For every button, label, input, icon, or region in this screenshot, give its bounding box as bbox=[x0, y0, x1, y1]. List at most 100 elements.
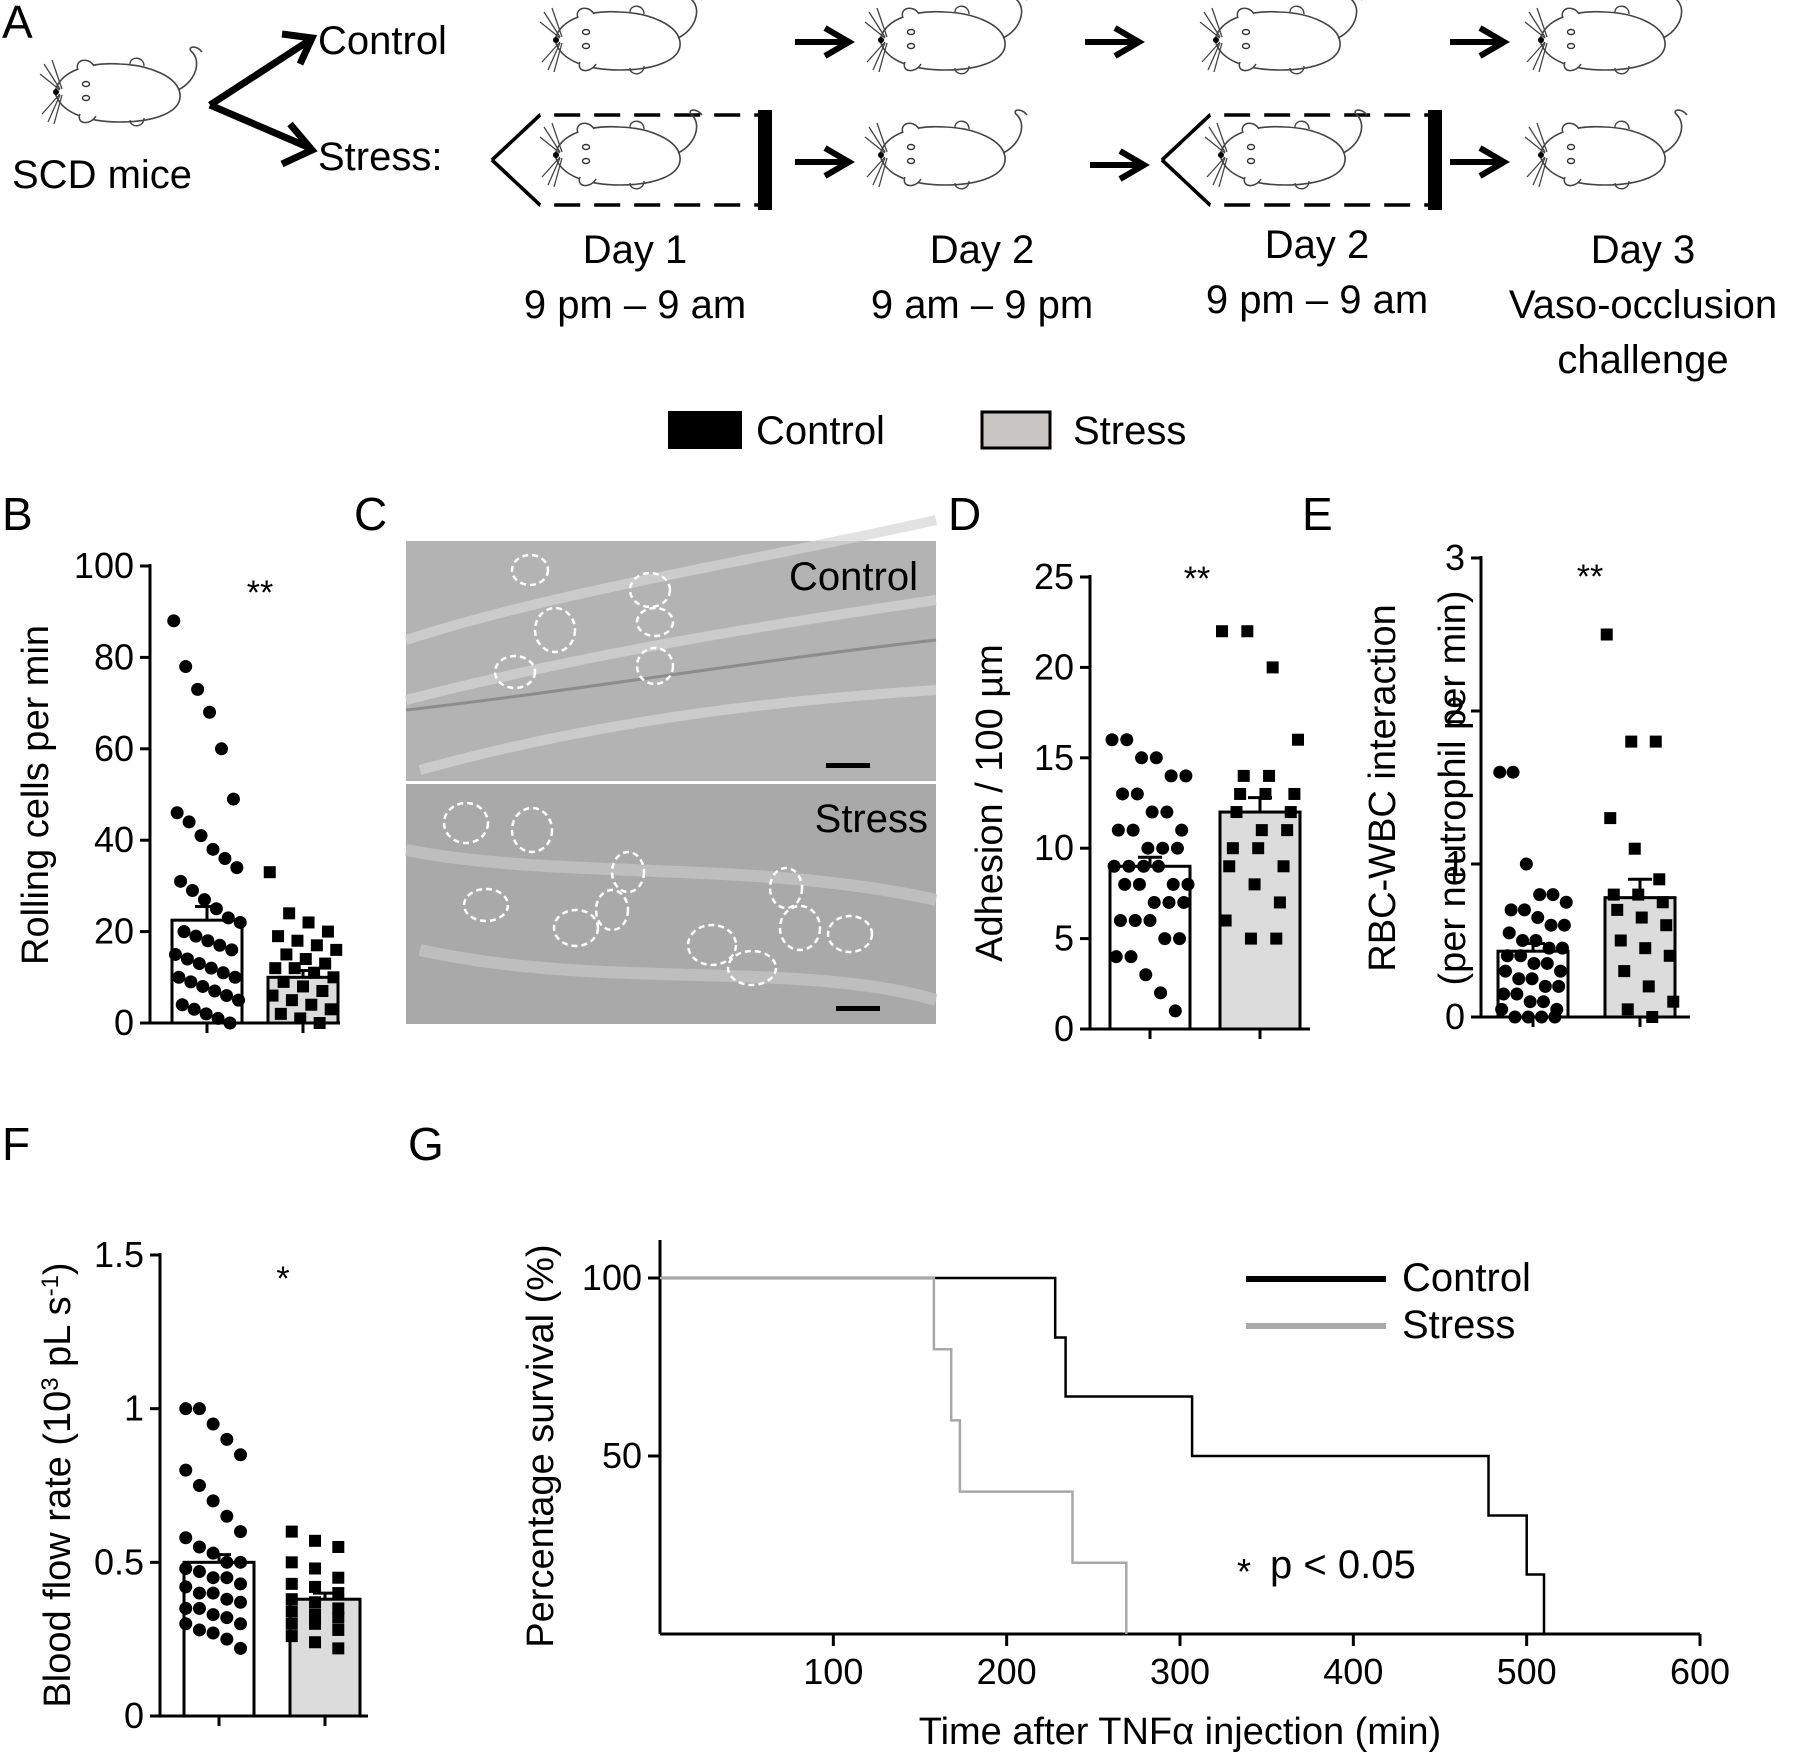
data-point-stress bbox=[1244, 932, 1257, 945]
data-point-control bbox=[206, 1608, 220, 1622]
time-label-day2-night-hours: 9 pm – 9 am bbox=[1206, 278, 1428, 322]
data-point-control bbox=[1177, 895, 1191, 909]
y-tick-label: 0.5 bbox=[94, 1541, 144, 1582]
data-point-control bbox=[192, 1479, 206, 1492]
data-point-stress bbox=[1284, 806, 1297, 819]
data-point-control bbox=[1536, 995, 1550, 1009]
data-point-control bbox=[1118, 877, 1132, 891]
data-point-control bbox=[168, 947, 182, 961]
data-point-control bbox=[1135, 751, 1149, 765]
time-label-day2: Day 2 bbox=[930, 228, 1035, 272]
data-point-control bbox=[206, 1546, 220, 1560]
data-point-stress bbox=[266, 989, 279, 1002]
panel-letter-c: C bbox=[354, 488, 387, 540]
data-point-control bbox=[1145, 805, 1159, 819]
data-point-control bbox=[220, 989, 234, 1003]
time-label-day1: Day 1 bbox=[583, 228, 688, 272]
data-point-stress bbox=[332, 1540, 345, 1553]
legend-label-stress: Stress bbox=[1073, 409, 1186, 453]
data-point-control bbox=[206, 1571, 220, 1585]
y-tick-label: 0 bbox=[1054, 1008, 1074, 1049]
data-point-stress bbox=[1653, 873, 1666, 886]
data-point-control bbox=[1516, 934, 1530, 947]
data-point-control bbox=[1128, 914, 1142, 928]
data-point-control bbox=[1523, 995, 1537, 1009]
data-point-control bbox=[1120, 733, 1134, 747]
significance-marker: ** bbox=[247, 574, 273, 612]
data-point-stress bbox=[291, 934, 304, 947]
y-tick-label: 0 bbox=[114, 1002, 134, 1043]
data-point-stress bbox=[1237, 769, 1250, 782]
time-label-day3: Day 3 bbox=[1591, 228, 1696, 272]
data-point-stress bbox=[285, 1525, 298, 1538]
data-point-stress bbox=[1230, 806, 1243, 819]
data-point-control bbox=[179, 1617, 193, 1631]
data-point-control bbox=[1105, 733, 1119, 747]
y-tick-label: 25 bbox=[1034, 556, 1074, 597]
significance-marker: ** bbox=[1577, 558, 1603, 596]
data-point-control bbox=[216, 966, 230, 980]
data-point-control bbox=[1525, 972, 1539, 986]
data-point-control bbox=[179, 1561, 193, 1575]
data-point-stress bbox=[330, 943, 343, 956]
data-point-control bbox=[225, 943, 239, 957]
data-point-control bbox=[206, 1626, 220, 1640]
data-point-control bbox=[180, 952, 194, 966]
data-point-stress bbox=[1635, 911, 1648, 924]
data-point-control bbox=[1514, 949, 1528, 963]
data-point-control bbox=[1527, 956, 1541, 970]
x-tick-label: 100 bbox=[803, 1651, 863, 1692]
micrograph-label-control: Control bbox=[789, 555, 918, 599]
data-point-control bbox=[192, 957, 206, 971]
y-tick-label: 3 bbox=[1445, 537, 1465, 578]
data-point-control bbox=[1154, 986, 1168, 1000]
y-tick-label: 5 bbox=[1054, 918, 1074, 959]
data-point-control bbox=[1164, 769, 1178, 783]
legend-swatch-stress bbox=[980, 410, 1052, 450]
group-label-stress: Stress: bbox=[318, 135, 442, 179]
legend-label-control: Control bbox=[756, 409, 885, 453]
data-point-control bbox=[1139, 968, 1153, 982]
y-tick-label: 0 bbox=[124, 1695, 144, 1736]
data-point-control bbox=[1147, 895, 1161, 909]
data-point-control bbox=[179, 1402, 193, 1416]
data-point-stress bbox=[1273, 896, 1286, 909]
branch-arrow-stress-icon bbox=[208, 101, 318, 168]
y-axis-label: Blood flow rate (103 pL s-1) bbox=[37, 1262, 79, 1707]
data-point-stress bbox=[1216, 625, 1228, 638]
data-point-control bbox=[1554, 964, 1568, 978]
data-point-control bbox=[206, 1417, 220, 1431]
data-point-stress bbox=[1649, 735, 1662, 748]
data-point-stress bbox=[272, 930, 285, 943]
data-point-stress bbox=[294, 1012, 307, 1025]
data-point-control bbox=[1126, 823, 1140, 837]
data-point-control bbox=[1544, 918, 1558, 932]
data-point-control bbox=[213, 938, 227, 952]
y-axis-label-part: ) bbox=[37, 1262, 79, 1275]
data-point-control bbox=[179, 1463, 193, 1477]
data-point-stress bbox=[309, 1608, 322, 1621]
micrograph-control bbox=[406, 541, 936, 781]
data-point-stress bbox=[332, 1623, 345, 1636]
data-point-control bbox=[1151, 859, 1165, 873]
y-axis-label: Percentage survival (%) bbox=[520, 1244, 562, 1647]
data-point-control bbox=[177, 925, 191, 939]
data-point-control bbox=[203, 705, 217, 719]
data-point-stress bbox=[1614, 934, 1627, 947]
data-point-stress bbox=[283, 907, 296, 920]
y-tick-label: 10 bbox=[1034, 827, 1074, 868]
data-point-control bbox=[1156, 841, 1170, 855]
data-point-stress bbox=[299, 953, 312, 966]
data-point-control bbox=[234, 1595, 248, 1609]
data-point-stress bbox=[310, 939, 323, 952]
y-tick-label: 1.5 bbox=[94, 1234, 144, 1275]
significance-marker: * bbox=[276, 1260, 289, 1298]
data-point-stress bbox=[332, 1642, 345, 1655]
data-point-control bbox=[1137, 859, 1151, 873]
data-point-stress bbox=[309, 1596, 322, 1609]
data-point-control bbox=[179, 1531, 193, 1545]
panel-letter-a: A bbox=[2, 0, 33, 48]
data-point-stress bbox=[327, 971, 340, 984]
group-label-control: Control bbox=[318, 19, 447, 63]
data-point-stress bbox=[285, 1617, 298, 1630]
